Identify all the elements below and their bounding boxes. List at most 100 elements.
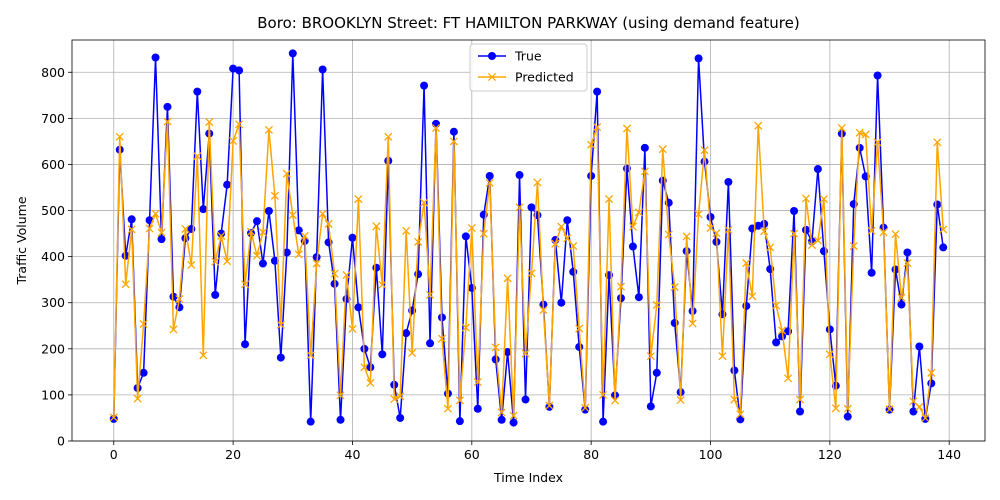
data-point-predicted bbox=[825, 350, 834, 359]
data-point-true bbox=[258, 259, 267, 268]
y-axis-label: Traffic Volume bbox=[14, 196, 29, 285]
data-point-true bbox=[127, 215, 136, 224]
data-point-true bbox=[264, 207, 273, 216]
data-point-predicted bbox=[939, 225, 948, 234]
x-tick-label: 0 bbox=[110, 447, 118, 462]
data-point-true bbox=[241, 340, 250, 349]
data-point-true bbox=[414, 270, 423, 279]
data-point-true bbox=[575, 342, 584, 351]
data-point-predicted bbox=[807, 241, 817, 250]
data-point-predicted bbox=[593, 123, 602, 132]
data-point-predicted bbox=[121, 280, 130, 289]
data-point-predicted bbox=[151, 209, 160, 218]
data-point-true bbox=[634, 293, 643, 302]
legend-label-predicted: Predicted bbox=[515, 70, 574, 85]
data-point-predicted bbox=[515, 203, 524, 212]
data-point-predicted bbox=[867, 226, 876, 235]
x-tick-label: 140 bbox=[937, 447, 961, 462]
data-point-true bbox=[312, 253, 321, 262]
data-point-true bbox=[121, 251, 130, 260]
data-point-predicted bbox=[408, 348, 417, 358]
data-point-predicted bbox=[766, 243, 775, 252]
data-point-predicted bbox=[897, 293, 906, 302]
data-point-true bbox=[593, 87, 602, 96]
data-point-predicted bbox=[837, 123, 846, 133]
data-point-true bbox=[473, 404, 482, 413]
data-point-predicted bbox=[813, 236, 822, 245]
data-point-predicted bbox=[742, 259, 751, 268]
data-point-true bbox=[790, 207, 799, 216]
data-point-true bbox=[485, 171, 494, 180]
data-point-predicted bbox=[229, 136, 238, 146]
data-point-true bbox=[897, 300, 906, 309]
data-point-true bbox=[628, 242, 637, 251]
data-point-predicted bbox=[324, 219, 333, 228]
data-point-true bbox=[652, 368, 661, 377]
data-point-predicted bbox=[431, 123, 441, 133]
data-point-true bbox=[169, 292, 178, 301]
data-point-predicted bbox=[402, 226, 411, 235]
legend-marker-true bbox=[488, 52, 496, 60]
legend-label-true: True bbox=[514, 49, 542, 64]
data-point-predicted bbox=[354, 194, 363, 204]
y-tick-label: 700 bbox=[41, 111, 65, 126]
data-point-predicted bbox=[604, 194, 614, 204]
data-point-predicted bbox=[933, 138, 942, 147]
y-tick-label: 300 bbox=[41, 295, 65, 310]
data-point-predicted bbox=[443, 404, 453, 413]
data-point-true bbox=[348, 233, 357, 242]
data-point-predicted bbox=[282, 169, 291, 178]
y-tick-label: 800 bbox=[41, 65, 65, 80]
data-point-predicted bbox=[509, 411, 518, 420]
data-point-predicted bbox=[378, 280, 387, 289]
data-point-true bbox=[306, 417, 315, 426]
data-point-true bbox=[515, 171, 524, 180]
data-point-predicted bbox=[366, 378, 375, 387]
data-point-predicted bbox=[252, 251, 262, 260]
data-point-predicted bbox=[724, 225, 733, 234]
data-point-true bbox=[151, 53, 160, 62]
data-point-predicted bbox=[372, 222, 381, 231]
data-point-true bbox=[211, 290, 220, 299]
plot-frame bbox=[71, 39, 986, 442]
data-point-predicted bbox=[461, 323, 470, 332]
data-point-predicted bbox=[587, 140, 596, 149]
x-tick-label: 120 bbox=[818, 447, 842, 462]
data-point-true bbox=[730, 366, 739, 375]
x-tick-label: 20 bbox=[225, 447, 241, 462]
data-point-predicted bbox=[658, 145, 667, 154]
data-point-true bbox=[455, 417, 464, 426]
data-point-true bbox=[461, 232, 470, 241]
data-point-predicted bbox=[127, 225, 136, 234]
data-point-predicted bbox=[491, 343, 500, 352]
data-point-predicted bbox=[187, 260, 196, 269]
data-point-true bbox=[855, 143, 864, 152]
x-tick-label: 100 bbox=[699, 447, 723, 462]
data-point-true bbox=[939, 243, 948, 252]
data-point-predicted bbox=[199, 351, 208, 360]
data-point-predicted bbox=[903, 259, 912, 268]
data-point-predicted bbox=[240, 280, 250, 289]
data-point-predicted bbox=[784, 374, 793, 383]
data-point-predicted bbox=[801, 194, 811, 203]
data-point-predicted bbox=[533, 178, 542, 187]
data-point-predicted bbox=[497, 408, 506, 417]
data-point-true bbox=[252, 217, 261, 226]
data-point-predicted bbox=[235, 120, 244, 129]
series-layer bbox=[109, 49, 948, 427]
data-point-predicted bbox=[390, 394, 399, 404]
data-point-true bbox=[921, 414, 930, 423]
chart-title: Boro: BROOKLYN Street: FT HAMILTON PARKW… bbox=[257, 14, 799, 32]
data-point-predicted bbox=[652, 300, 661, 310]
data-point-predicted bbox=[682, 232, 691, 241]
plot-area bbox=[72, 40, 985, 441]
data-point-predicted bbox=[927, 368, 936, 377]
data-point-predicted bbox=[306, 351, 315, 360]
data-point-predicted bbox=[855, 128, 864, 137]
data-point-predicted bbox=[318, 209, 327, 218]
data-point-predicted bbox=[545, 401, 554, 410]
data-point-true bbox=[843, 412, 852, 421]
data-point-predicted bbox=[330, 269, 339, 278]
data-point-predicted bbox=[211, 257, 220, 266]
data-point-true bbox=[402, 329, 411, 338]
